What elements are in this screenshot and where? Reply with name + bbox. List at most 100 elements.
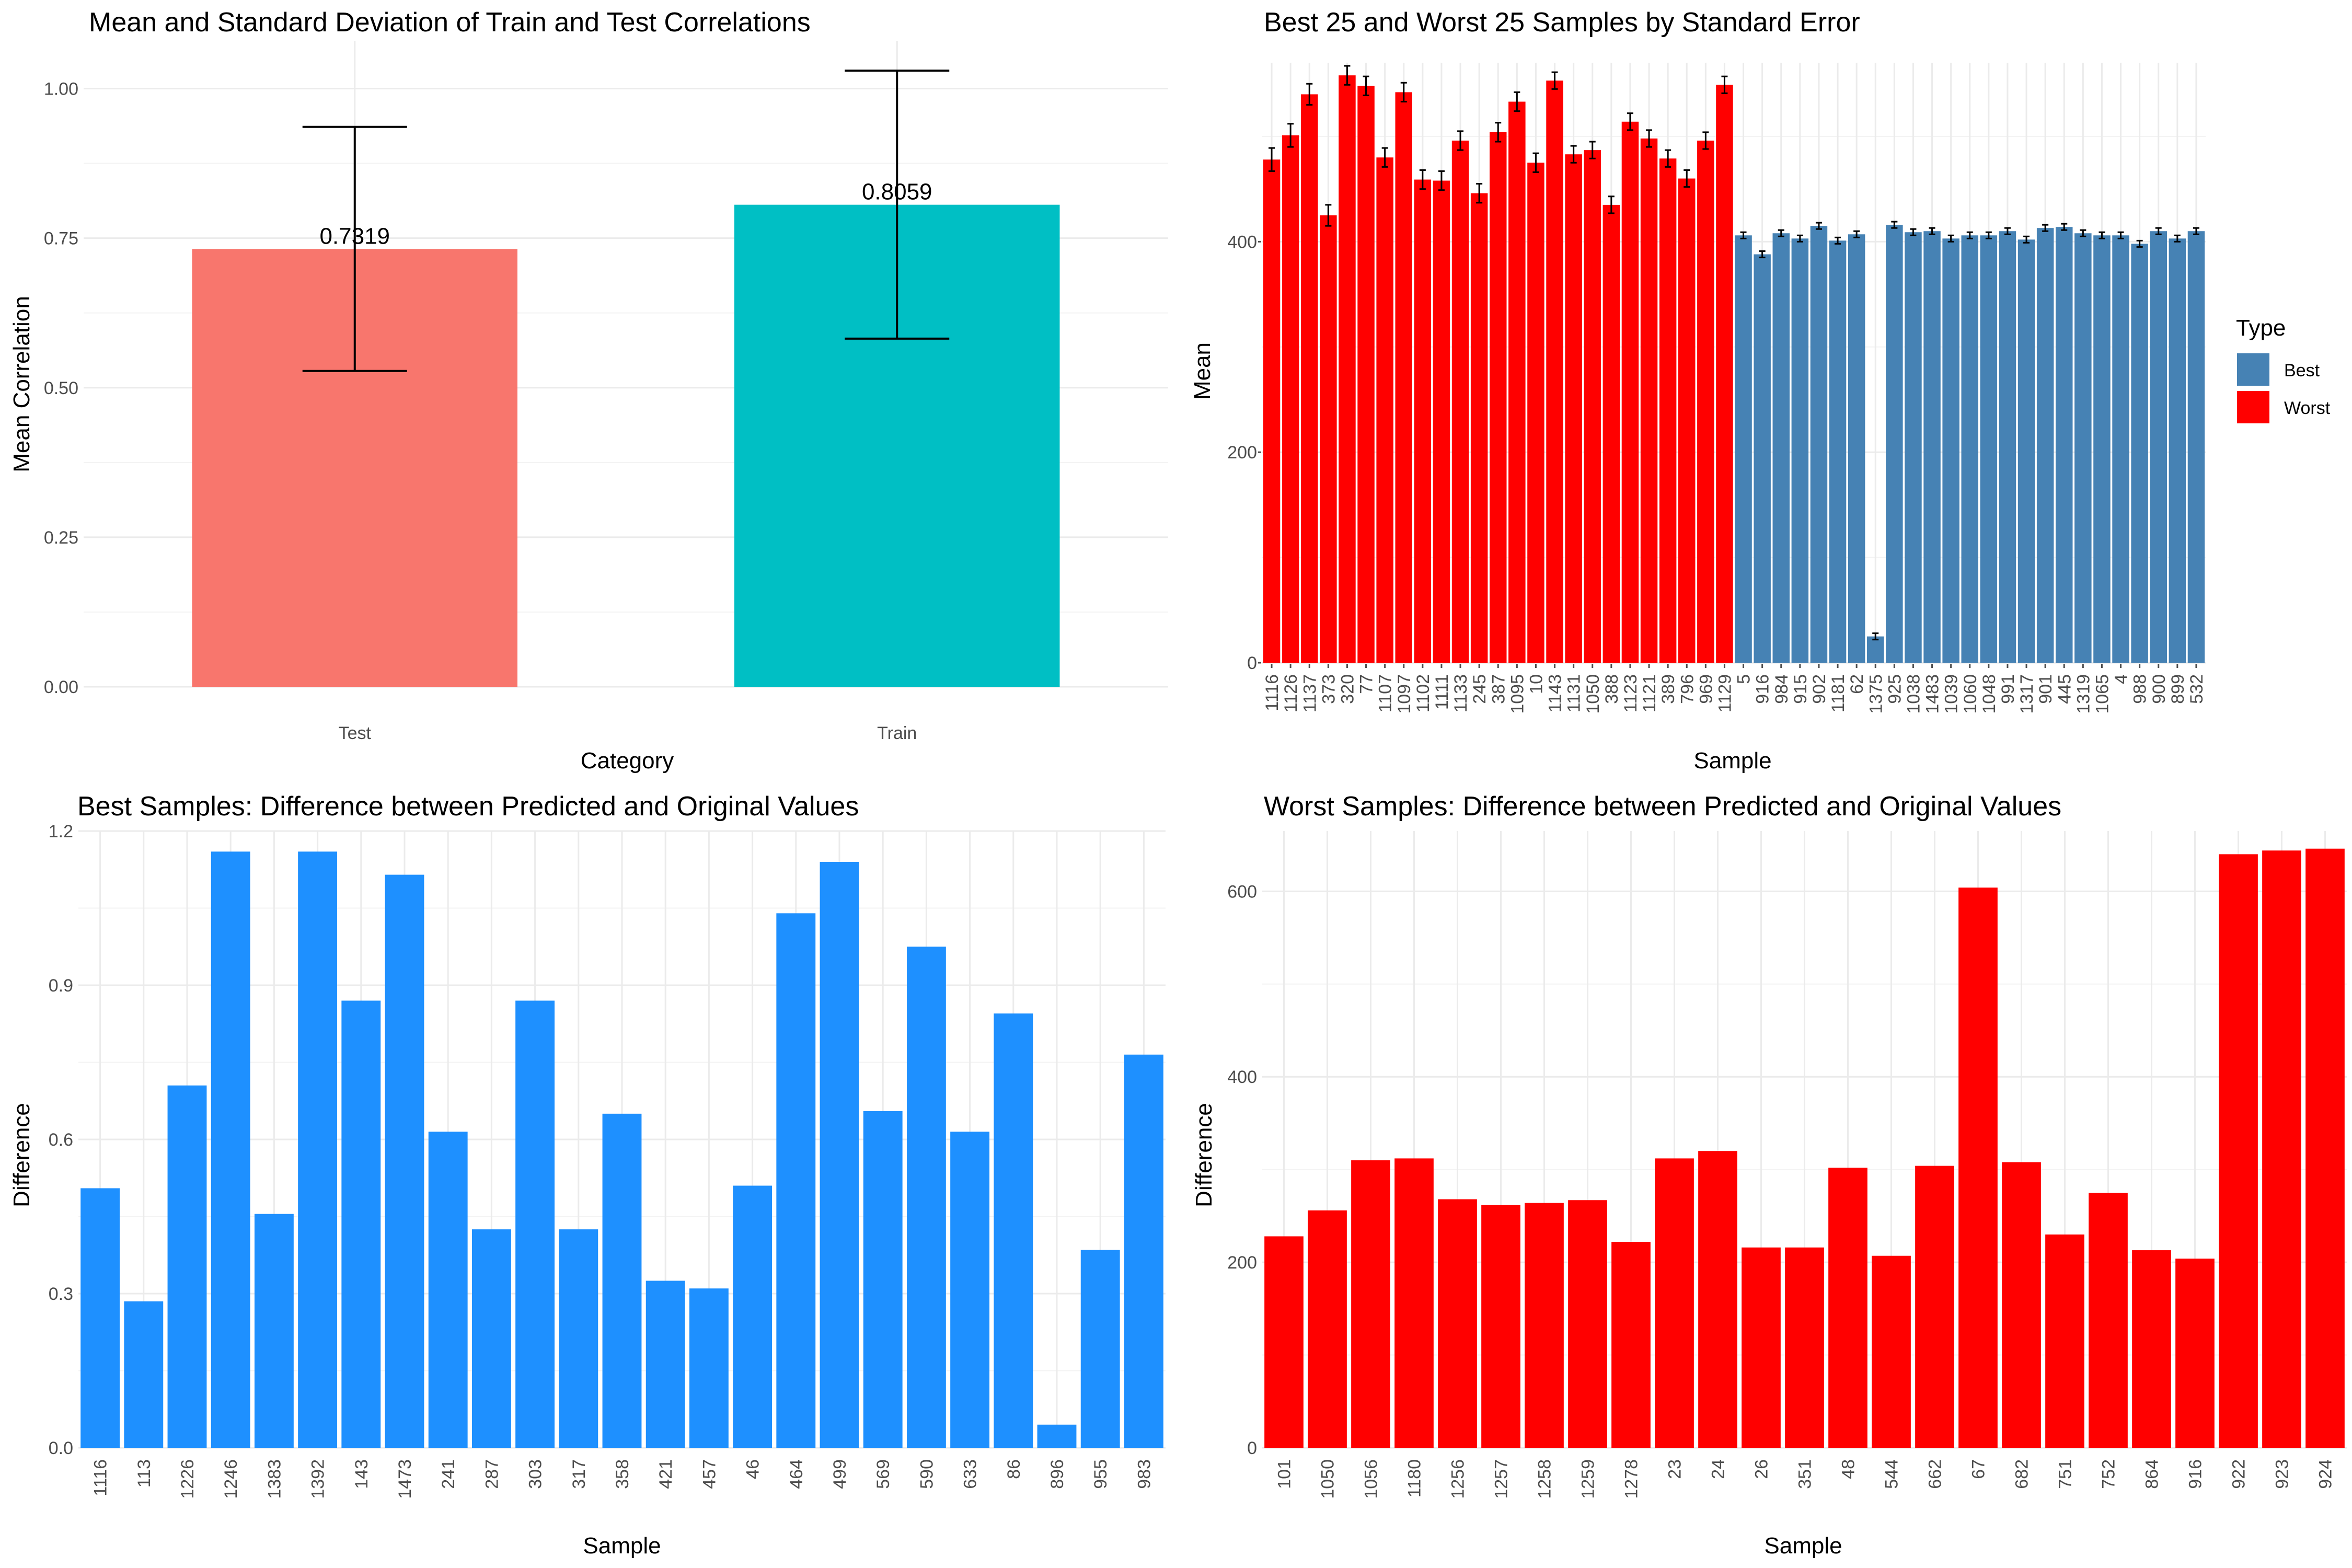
x-tick-label: 1137 (1300, 674, 1320, 712)
y-axis-title: Mean Correlation (9, 296, 34, 472)
bar-351 (1785, 1247, 1824, 1448)
bar-916 (2175, 1259, 2215, 1448)
x-tick-label: 10 (1526, 674, 1546, 694)
x-tick-label: 1246 (221, 1459, 241, 1499)
x-tick-label: 1060 (1961, 674, 1980, 714)
x-axis-title: Category (581, 748, 674, 774)
bar-1133 (1451, 141, 1469, 663)
y-tick-labels: 0.00 0.25 0.50 0.75 1.00 (44, 79, 78, 697)
bar-48 (1828, 1168, 1867, 1448)
bar-1116 (1263, 159, 1281, 663)
x-tick-label: 1317 (2017, 674, 2037, 714)
bar-633 (950, 1132, 990, 1448)
bar-5 (1735, 235, 1752, 663)
bar-988 (2131, 244, 2148, 663)
x-tick-label: 1102 (1413, 674, 1433, 712)
x-tick-label: 389 (1658, 674, 1678, 704)
x-tick-labels: 1116 113 1226 1246 1383 1392 143 1473 241 287 303 3… (91, 1459, 1155, 1499)
x-tick-label: 901 (2036, 674, 2056, 704)
x-tick-label: 1143 (1546, 674, 1565, 712)
bar-1143 (1546, 80, 1563, 663)
bar-1257 (1481, 1205, 1520, 1448)
bar-387 (1490, 132, 1507, 663)
bar-1383 (254, 1214, 294, 1448)
bar-113 (124, 1301, 164, 1448)
x-tick-label: 1133 (1451, 674, 1471, 712)
bar-1131 (1565, 154, 1582, 663)
x-tick-label: 457 (699, 1459, 719, 1489)
x-tick-label: 1050 (1318, 1459, 1338, 1499)
x-tick-label: 1038 (1904, 674, 1923, 714)
bar-464 (776, 913, 816, 1448)
x-tick-label: 67 (1969, 1459, 1989, 1479)
panel-title: Best Samples: Difference between Predict… (77, 791, 859, 822)
bar-26 (1742, 1247, 1781, 1448)
y-axis-title: Difference (9, 1103, 34, 1207)
x-tick-label: 77 (1357, 674, 1377, 694)
x-tick-label: 916 (2186, 1459, 2206, 1489)
x-tick-label: 590 (917, 1459, 937, 1489)
x-tick-label: 101 (1275, 1459, 1295, 1489)
y-tick-label: 1.2 (49, 822, 73, 841)
x-tick-label: 445 (2055, 674, 2074, 704)
x-tick-label: 923 (2273, 1459, 2292, 1489)
bar-499 (820, 862, 859, 1448)
bar-569 (863, 1111, 903, 1448)
bar-marks (1263, 75, 2205, 663)
x-tick-label: 1256 (1448, 1459, 1468, 1499)
x-tick-label: 1129 (1715, 674, 1735, 712)
x-tick-label: 4 (2112, 674, 2131, 684)
bar-23 (1655, 1158, 1694, 1448)
legend-label-best: Best (2284, 361, 2320, 381)
y-tick-label: 0.0 (49, 1438, 73, 1458)
bar-1038 (1905, 232, 1922, 663)
bar-969 (1697, 141, 1714, 663)
bar-303 (515, 1000, 555, 1448)
bar-1097 (1395, 92, 1412, 663)
correlation-panel: Mean and Standard Deviation of Train and… (9, 7, 1168, 774)
legend-key-best (2237, 353, 2269, 386)
x-tick-label: 922 (2229, 1459, 2249, 1489)
x-tick-label: 662 (1926, 1459, 1945, 1489)
bar-67 (1958, 887, 1998, 1448)
bar-287 (471, 1229, 511, 1448)
bar-1056 (1351, 1160, 1390, 1448)
bar-915 (1791, 238, 1809, 663)
x-tick-label: 421 (656, 1459, 676, 1489)
x-tick-label: 1039 (1942, 674, 1962, 714)
x-tick-label: 287 (482, 1459, 502, 1489)
y-tick-label: 0.6 (49, 1130, 73, 1150)
x-tick-label: 1095 (1507, 674, 1527, 714)
bar-901 (2036, 228, 2054, 663)
x-tick-label: 1107 (1376, 674, 1396, 712)
bar-900 (2150, 231, 2167, 663)
x-tick-label: 1181 (1828, 674, 1848, 712)
bar-1123 (1621, 121, 1639, 663)
x-tick-label: 1278 (1622, 1459, 1642, 1499)
x-tick-label: 1258 (1535, 1459, 1555, 1499)
bar-590 (906, 947, 946, 1448)
x-tick-label: 245 (1470, 674, 1490, 704)
bar-1278 (1611, 1242, 1651, 1448)
bar-924 (2305, 848, 2345, 1448)
bar-864 (2132, 1250, 2171, 1448)
y-tick-label: 0.75 (44, 229, 78, 249)
y-tick-label: 0.00 (44, 677, 78, 697)
bar-143 (341, 1000, 381, 1448)
y-tick-label: 0 (1247, 653, 1257, 673)
x-tick-label: 1257 (1492, 1459, 1512, 1499)
panel-title: Worst Samples: Difference between Predic… (1264, 791, 2061, 822)
legend: Type Best Worst (2236, 315, 2331, 423)
bar-1050 (1584, 150, 1601, 663)
x-tick-label: 902 (1809, 674, 1829, 704)
data-label: 0.7319 (319, 223, 390, 249)
x-tick-label: 464 (787, 1459, 806, 1489)
x-tick-label: 1319 (2073, 674, 2093, 714)
x-tick-label: 955 (1091, 1459, 1111, 1489)
x-tick-label: 900 (2149, 674, 2169, 704)
data-label: 0.8059 (862, 179, 932, 205)
x-tick-label: 896 (1047, 1459, 1067, 1489)
legend-key-worst (2237, 391, 2269, 423)
x-tick-label: 26 (1752, 1459, 1772, 1479)
y-tick-labels: 0 200 400 (1227, 232, 1261, 673)
